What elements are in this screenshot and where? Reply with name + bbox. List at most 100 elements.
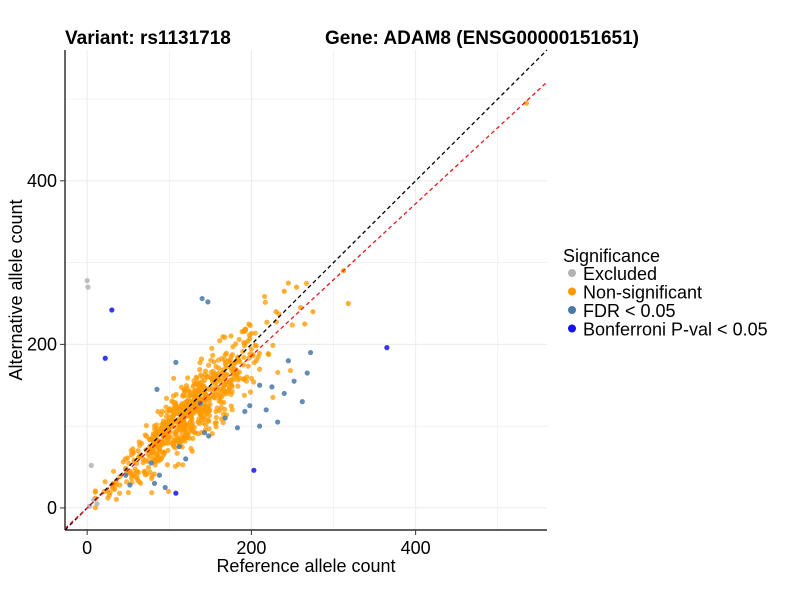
- point-non-significant: [229, 351, 236, 358]
- point-fdr-0-05: [307, 349, 314, 356]
- point-non-significant: [210, 368, 216, 374]
- point-fdr-0-05: [201, 430, 208, 436]
- point-bonferroni-p-val-0-05: [251, 467, 257, 473]
- point-non-significant: [230, 344, 236, 350]
- point-non-significant: [266, 351, 272, 358]
- point-non-significant: [281, 288, 287, 294]
- point-non-significant: [206, 386, 213, 393]
- point-non-significant: [124, 455, 131, 461]
- point-bonferroni-p-val-0-05: [102, 355, 108, 361]
- reference-lines: [64, 49, 548, 531]
- point-non-significant: [237, 359, 243, 365]
- point-non-significant: [143, 457, 149, 464]
- point-non-significant: [220, 386, 226, 392]
- point-non-significant: [105, 495, 111, 501]
- point-non-significant: [289, 322, 295, 328]
- point-non-significant: [172, 463, 179, 469]
- point-non-significant: [185, 375, 191, 381]
- point-non-significant: [174, 450, 180, 456]
- point-non-significant: [228, 333, 234, 339]
- point-non-significant: [156, 449, 162, 455]
- point-non-significant: [191, 388, 197, 394]
- point-non-significant: [226, 387, 232, 393]
- point-non-significant: [137, 442, 143, 449]
- point-non-significant: [113, 496, 119, 502]
- point-non-significant: [153, 428, 160, 434]
- point-non-significant: [178, 422, 184, 428]
- title-gene: Gene: ADAM8 (ENSG00000151651): [325, 28, 639, 49]
- point-non-significant: [194, 375, 200, 381]
- point-non-significant: [180, 427, 187, 433]
- point-non-significant: [174, 426, 180, 432]
- point-non-significant: [163, 404, 169, 410]
- point-non-significant: [206, 413, 213, 419]
- point-fdr-0-05: [247, 403, 253, 409]
- y-ticks: 0 200 400: [27, 171, 65, 518]
- point-non-significant: [222, 334, 228, 340]
- point-non-significant: [145, 464, 152, 471]
- point-non-significant: [128, 475, 135, 481]
- point-fdr-0-05: [242, 408, 248, 415]
- point-non-significant: [213, 414, 219, 421]
- point-fdr-0-05: [199, 295, 205, 302]
- title-variant: Variant: rs1131718: [65, 28, 231, 49]
- legend-swatch: [568, 269, 576, 277]
- point-non-significant: [212, 380, 218, 387]
- point-non-significant: [255, 354, 261, 360]
- point-bonferroni-p-val-0-05: [173, 490, 179, 496]
- point-non-significant: [213, 420, 219, 426]
- point-non-significant: [183, 382, 190, 389]
- point-non-significant: [285, 280, 291, 286]
- point-non-significant: [216, 393, 223, 399]
- point-fdr-0-05: [269, 384, 275, 390]
- point-non-significant: [107, 489, 113, 495]
- point-fdr-0-05: [183, 456, 189, 462]
- point-non-significant: [124, 479, 130, 485]
- point-fdr-0-05: [176, 443, 182, 450]
- point-non-significant: [240, 348, 246, 355]
- point-non-significant: [253, 343, 259, 349]
- point-non-significant: [135, 448, 141, 454]
- axes: [64, 50, 547, 531]
- point-fdr-0-05: [206, 433, 212, 439]
- point-non-significant: [180, 462, 186, 468]
- point-non-significant: [237, 375, 243, 381]
- point-non-significant: [302, 321, 308, 327]
- point-non-significant: [196, 420, 202, 427]
- point-non-significant: [152, 458, 158, 464]
- point-non-significant: [155, 408, 161, 415]
- point-non-significant: [172, 406, 178, 412]
- point-non-significant: [298, 304, 304, 311]
- point-fdr-0-05: [173, 359, 179, 365]
- point-non-significant: [236, 336, 242, 343]
- point-fdr-0-05: [257, 382, 263, 388]
- point-non-significant: [149, 449, 155, 456]
- point-non-significant: [303, 280, 310, 286]
- point-non-significant: [188, 392, 194, 399]
- point-non-significant: [195, 391, 201, 397]
- point-non-significant: [241, 343, 248, 349]
- point-excluded: [85, 284, 91, 290]
- point-non-significant: [264, 319, 270, 325]
- point-non-significant: [163, 395, 170, 401]
- point-non-significant: [131, 457, 137, 463]
- point-non-significant: [245, 363, 251, 369]
- point-non-significant: [210, 352, 216, 358]
- point-non-significant: [198, 372, 204, 378]
- point-non-significant: [252, 330, 258, 336]
- point-fdr-0-05: [285, 358, 291, 364]
- point-non-significant: [178, 403, 184, 409]
- reference-line-identity: [64, 49, 548, 531]
- point-excluded: [84, 277, 90, 284]
- point-bonferroni-p-val-0-05: [384, 345, 390, 351]
- point-non-significant: [197, 367, 203, 373]
- point-non-significant: [165, 433, 171, 439]
- legend-label: FDR < 0.05: [583, 301, 676, 321]
- point-non-significant: [202, 371, 208, 378]
- x-ticks: 0 200 400: [82, 530, 431, 558]
- point-fdr-0-05: [304, 370, 310, 376]
- point-non-significant: [270, 342, 276, 348]
- point-non-significant: [148, 475, 155, 482]
- point-non-significant: [203, 409, 209, 415]
- point-non-significant: [180, 393, 186, 399]
